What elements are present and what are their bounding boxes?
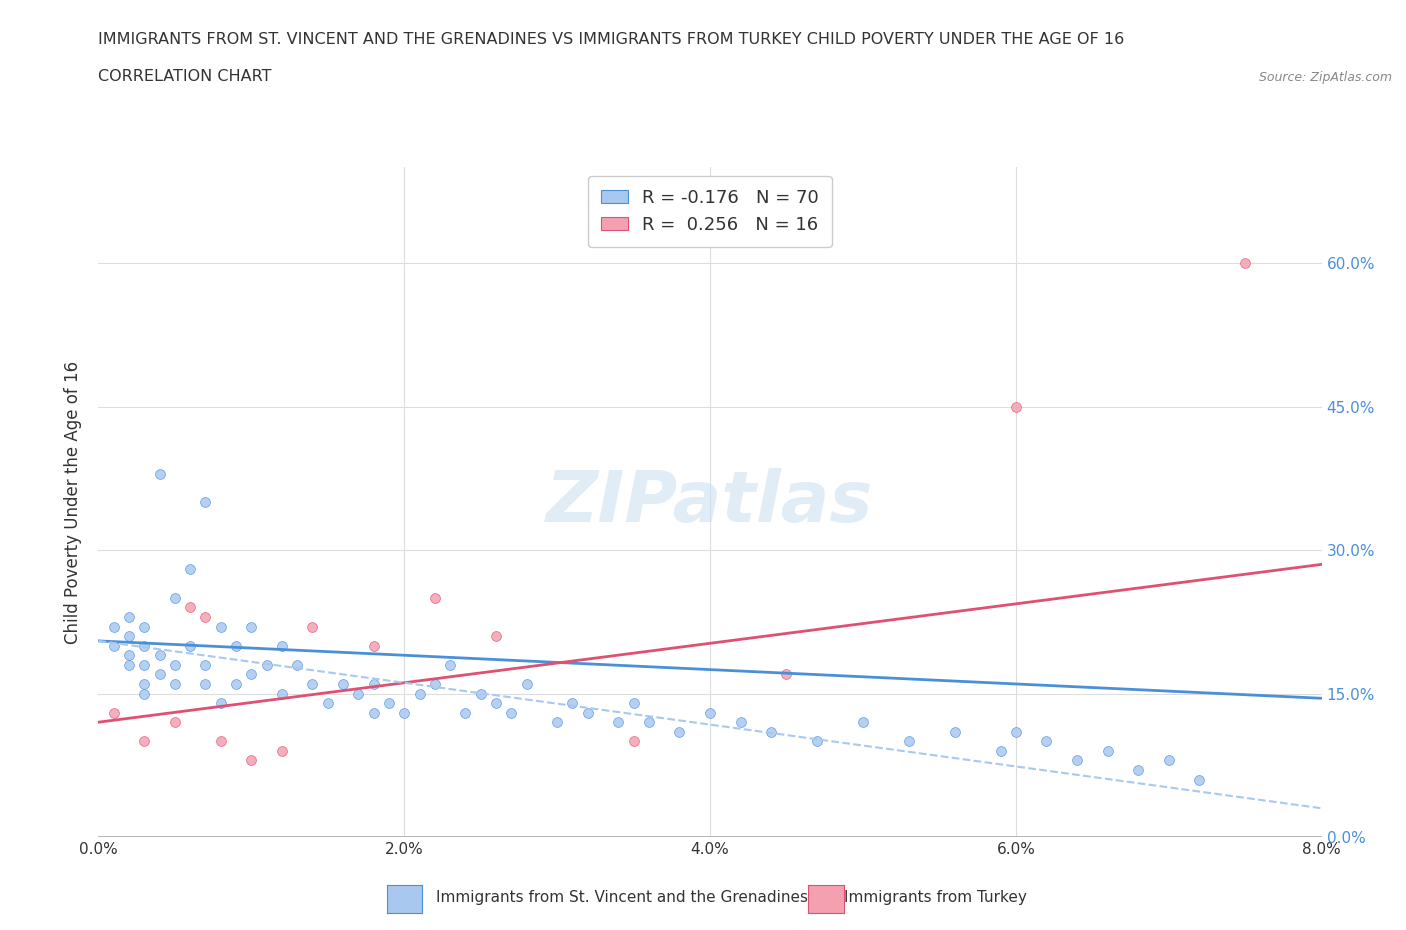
Immigrants from Turkey xyxy=(485,629,508,644)
Immigrants from St. Vincent and the Grenadines xyxy=(225,676,247,691)
Immigrants from St. Vincent and the Grenadines xyxy=(240,667,263,682)
Immigrants from St. Vincent and the Grenadines xyxy=(256,658,278,672)
Immigrants from St. Vincent and the Grenadines xyxy=(546,715,568,730)
Immigrants from St. Vincent and the Grenadines xyxy=(607,715,630,730)
Immigrants from Turkey xyxy=(1234,256,1257,271)
Immigrants from St. Vincent and the Grenadines xyxy=(240,619,263,634)
Immigrants from St. Vincent and the Grenadines xyxy=(134,638,156,653)
Immigrants from St. Vincent and the Grenadines xyxy=(485,696,508,711)
Immigrants from St. Vincent and the Grenadines xyxy=(1097,743,1119,758)
Immigrants from Turkey xyxy=(209,734,232,749)
Immigrants from St. Vincent and the Grenadines xyxy=(439,658,461,672)
Immigrants from St. Vincent and the Grenadines xyxy=(194,658,217,672)
Immigrants from St. Vincent and the Grenadines xyxy=(270,686,294,701)
Text: ZIPatlas: ZIPatlas xyxy=(547,468,873,537)
Immigrants from St. Vincent and the Grenadines xyxy=(852,715,875,730)
Immigrants from St. Vincent and the Grenadines xyxy=(378,696,401,711)
Immigrants from St. Vincent and the Grenadines xyxy=(194,495,217,510)
Immigrants from St. Vincent and the Grenadines xyxy=(1157,753,1180,768)
Immigrants from St. Vincent and the Grenadines xyxy=(134,686,156,701)
Immigrants from St. Vincent and the Grenadines xyxy=(285,658,308,672)
Immigrants from St. Vincent and the Grenadines xyxy=(699,705,721,720)
Immigrants from St. Vincent and the Grenadines xyxy=(134,658,156,672)
Immigrants from St. Vincent and the Grenadines xyxy=(103,638,125,653)
Immigrants from St. Vincent and the Grenadines xyxy=(163,676,186,691)
Text: Source: ZipAtlas.com: Source: ZipAtlas.com xyxy=(1258,71,1392,84)
Immigrants from St. Vincent and the Grenadines xyxy=(454,705,477,720)
Immigrants from St. Vincent and the Grenadines xyxy=(423,676,446,691)
Immigrants from St. Vincent and the Grenadines xyxy=(759,724,782,739)
Immigrants from St. Vincent and the Grenadines xyxy=(1004,724,1026,739)
Immigrants from St. Vincent and the Grenadines xyxy=(270,638,294,653)
Text: Immigrants from Turkey: Immigrants from Turkey xyxy=(844,890,1026,905)
Text: IMMIGRANTS FROM ST. VINCENT AND THE GRENADINES VS IMMIGRANTS FROM TURKEY CHILD P: IMMIGRANTS FROM ST. VINCENT AND THE GREN… xyxy=(98,32,1125,46)
Immigrants from Turkey xyxy=(179,600,201,615)
Immigrants from St. Vincent and the Grenadines xyxy=(301,676,323,691)
Immigrants from St. Vincent and the Grenadines xyxy=(225,638,247,653)
Immigrants from Turkey xyxy=(103,705,125,720)
Immigrants from Turkey xyxy=(134,734,156,749)
Immigrants from St. Vincent and the Grenadines xyxy=(118,609,141,624)
Immigrants from St. Vincent and the Grenadines xyxy=(516,676,538,691)
Immigrants from St. Vincent and the Grenadines xyxy=(1066,753,1088,768)
Immigrants from St. Vincent and the Grenadines xyxy=(576,705,599,720)
Immigrants from St. Vincent and the Grenadines xyxy=(561,696,583,711)
Immigrants from Turkey xyxy=(363,638,385,653)
Immigrants from St. Vincent and the Grenadines xyxy=(897,734,920,749)
Immigrants from St. Vincent and the Grenadines xyxy=(179,562,201,577)
Immigrants from Turkey xyxy=(194,609,217,624)
Y-axis label: Child Poverty Under the Age of 16: Child Poverty Under the Age of 16 xyxy=(65,361,83,644)
Text: Immigrants from St. Vincent and the Grenadines: Immigrants from St. Vincent and the Gren… xyxy=(436,890,808,905)
Immigrants from St. Vincent and the Grenadines xyxy=(134,619,156,634)
Immigrants from St. Vincent and the Grenadines xyxy=(118,629,141,644)
Immigrants from Turkey xyxy=(240,753,263,768)
Immigrants from St. Vincent and the Grenadines xyxy=(347,686,370,701)
Immigrants from St. Vincent and the Grenadines xyxy=(209,619,232,634)
Immigrants from Turkey xyxy=(163,715,186,730)
Immigrants from Turkey xyxy=(1004,399,1026,414)
Immigrants from St. Vincent and the Grenadines xyxy=(179,638,201,653)
Immigrants from St. Vincent and the Grenadines xyxy=(408,686,430,701)
Immigrants from St. Vincent and the Grenadines xyxy=(1035,734,1057,749)
Immigrants from St. Vincent and the Grenadines xyxy=(943,724,966,739)
Immigrants from St. Vincent and the Grenadines xyxy=(668,724,690,739)
Immigrants from St. Vincent and the Grenadines xyxy=(316,696,339,711)
Immigrants from St. Vincent and the Grenadines xyxy=(163,591,186,605)
Immigrants from St. Vincent and the Grenadines xyxy=(194,676,217,691)
Immigrants from St. Vincent and the Grenadines xyxy=(730,715,752,730)
Immigrants from Turkey xyxy=(301,619,323,634)
Immigrants from St. Vincent and the Grenadines xyxy=(149,667,172,682)
Immigrants from St. Vincent and the Grenadines xyxy=(470,686,492,701)
Immigrants from St. Vincent and the Grenadines xyxy=(637,715,661,730)
Immigrants from St. Vincent and the Grenadines xyxy=(134,676,156,691)
Immigrants from St. Vincent and the Grenadines xyxy=(163,658,186,672)
Text: CORRELATION CHART: CORRELATION CHART xyxy=(98,69,271,84)
Immigrants from Turkey xyxy=(270,743,294,758)
Immigrants from St. Vincent and the Grenadines xyxy=(332,676,354,691)
Immigrants from Turkey xyxy=(423,591,446,605)
Immigrants from St. Vincent and the Grenadines xyxy=(1128,763,1150,777)
Immigrants from St. Vincent and the Grenadines xyxy=(363,705,385,720)
Legend: R = -0.176   N = 70, R =  0.256   N = 16: R = -0.176 N = 70, R = 0.256 N = 16 xyxy=(588,177,832,246)
Immigrants from St. Vincent and the Grenadines xyxy=(103,619,125,634)
Immigrants from St. Vincent and the Grenadines xyxy=(806,734,828,749)
Immigrants from St. Vincent and the Grenadines xyxy=(118,658,141,672)
Immigrants from St. Vincent and the Grenadines xyxy=(149,466,172,481)
Immigrants from St. Vincent and the Grenadines xyxy=(392,705,416,720)
Immigrants from St. Vincent and the Grenadines xyxy=(118,648,141,663)
Immigrants from St. Vincent and the Grenadines xyxy=(990,743,1012,758)
Immigrants from St. Vincent and the Grenadines xyxy=(501,705,523,720)
Immigrants from St. Vincent and the Grenadines xyxy=(363,676,385,691)
Immigrants from St. Vincent and the Grenadines xyxy=(149,648,172,663)
Immigrants from St. Vincent and the Grenadines xyxy=(1188,772,1211,787)
Immigrants from Turkey xyxy=(775,667,797,682)
Immigrants from St. Vincent and the Grenadines xyxy=(209,696,232,711)
Immigrants from Turkey xyxy=(623,734,645,749)
Immigrants from St. Vincent and the Grenadines xyxy=(623,696,645,711)
